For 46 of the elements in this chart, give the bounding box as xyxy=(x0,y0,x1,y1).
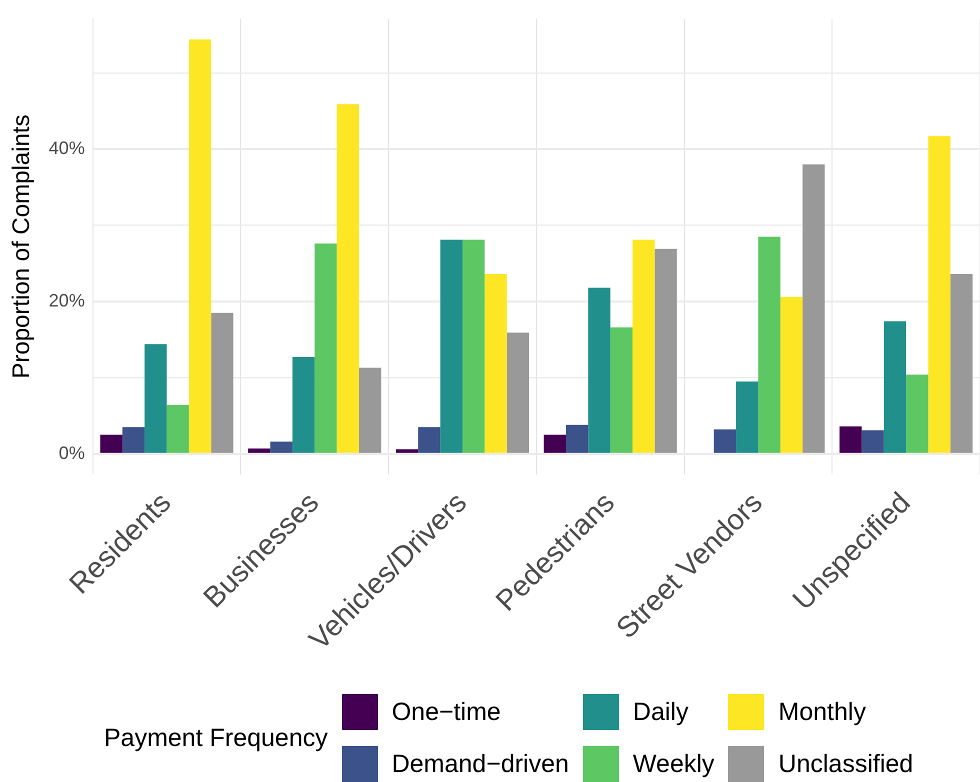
y-tick-label: 20% xyxy=(48,290,85,310)
legend-label: Unclassified xyxy=(778,750,914,778)
legend-label: One−time xyxy=(392,698,501,726)
bar xyxy=(840,426,862,453)
legend-label: Monthly xyxy=(778,698,866,726)
bar xyxy=(166,405,189,453)
bar xyxy=(270,442,292,453)
bar xyxy=(758,236,780,453)
bar xyxy=(588,288,610,453)
legend-label: Weekly xyxy=(632,750,714,778)
bar xyxy=(736,381,758,453)
bar xyxy=(484,274,507,453)
bar xyxy=(544,434,566,453)
bar xyxy=(418,427,440,453)
bar xyxy=(396,449,418,453)
bar xyxy=(506,332,530,453)
bar xyxy=(358,368,382,453)
bar xyxy=(862,430,884,453)
bar xyxy=(248,448,270,453)
bar xyxy=(336,104,359,453)
bar xyxy=(122,427,145,453)
bar xyxy=(906,374,928,453)
bar xyxy=(884,321,906,453)
bar xyxy=(292,357,315,453)
legend-label: Daily xyxy=(632,698,688,726)
bar xyxy=(100,434,122,453)
bar xyxy=(610,327,633,453)
bar xyxy=(462,240,485,453)
bar xyxy=(780,296,803,453)
bar xyxy=(654,248,677,453)
bar xyxy=(314,244,337,453)
y-axis-title: Proportion of Complaints xyxy=(8,114,36,379)
bar xyxy=(144,344,167,453)
y-tick-label: 40% xyxy=(48,138,85,158)
legend-title: Payment Frequency xyxy=(104,724,328,752)
bar xyxy=(632,240,655,453)
legend-label: Demand−driven xyxy=(392,750,569,778)
bar xyxy=(802,164,825,453)
bar xyxy=(566,424,588,453)
bar xyxy=(211,312,234,453)
bar xyxy=(928,136,950,453)
y-tick-label: 0% xyxy=(58,442,85,463)
bar xyxy=(950,274,973,453)
bar xyxy=(714,429,736,453)
bar xyxy=(188,39,212,453)
bar xyxy=(440,240,462,453)
